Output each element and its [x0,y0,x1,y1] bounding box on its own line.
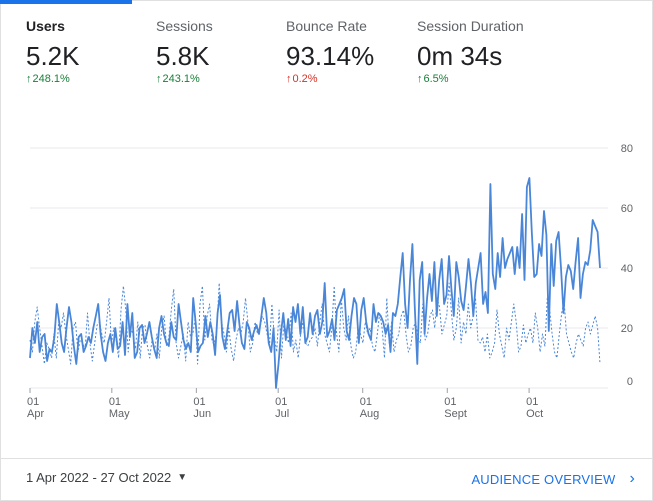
metric-bounce-rate[interactable]: Bounce Rate 93.14% ↑ 0.2% [286,18,416,85]
metric-value: 93.14% [286,41,375,71]
x-tick-month: Sept [444,408,467,420]
metric-change: ↑ 243.1% [156,73,286,85]
metric-label: Bounce Rate [286,18,367,34]
x-tick-day: 01 [27,396,39,408]
y-tick-label: 60 [621,203,633,215]
footer-divider [0,458,653,459]
metric-change-value: 6.5% [423,73,449,85]
audience-overview-link[interactable]: AUDIENCE OVERVIEW › [471,470,635,488]
arrow-up-icon: ↑ [286,73,292,85]
x-tick-month: May [109,408,130,420]
metric-change: ↑ 0.2% [286,73,416,85]
caret-down-icon: ▼ [177,472,188,483]
date-range-label: 1 Apr 2022 - 27 Oct 2022 [26,470,172,485]
y-tick-label: 40 [621,263,633,275]
metric-change: ↑ 248.1% [26,73,156,85]
active-tab-indicator [0,0,132,4]
x-tick-day: 01 [360,396,372,408]
metric-value: 5.2K [26,41,80,71]
y-tick-label: 0 [627,376,633,388]
metrics-row: Users 5.2K ↑ 248.1% Sessions 5.8K ↑ 243.… [0,0,653,110]
x-tick-day: 01 [109,396,121,408]
x-tick-month: Oct [526,408,543,420]
metric-users[interactable]: Users 5.2K ↑ 248.1% [26,18,156,85]
metric-sessions[interactable]: Sessions 5.8K ↑ 243.1% [156,18,286,85]
arrow-up-icon: ↑ [26,73,32,85]
arrow-up-icon: ↑ [156,73,162,85]
metric-change-value: 243.1% [162,73,200,85]
metric-change: ↑ 6.5% [417,73,577,85]
x-tick-day: 01 [444,396,456,408]
metric-label: Session Duration [417,18,524,34]
arrow-up-icon: ↑ [417,73,423,85]
metric-session-duration[interactable]: Session Duration 0m 34s ↑ 6.5% [417,18,577,85]
users-line-chart: 02040608001Apr01May01Jun01Jul01Aug01Sept… [27,143,633,420]
metric-value: 0m 34s [417,41,503,71]
x-tick-day: 01 [193,396,205,408]
x-tick-month: Jun [193,408,211,420]
comparison-series-line [29,282,601,365]
metric-change-value: 248.1% [32,73,70,85]
audience-overview-label: AUDIENCE OVERVIEW [471,471,616,487]
x-tick-month: Jul [275,408,289,420]
x-tick-day: 01 [526,396,538,408]
metric-value: 5.8K [156,41,210,71]
primary-series-line [29,177,601,389]
chevron-right-icon: › [629,470,635,487]
date-range-selector[interactable]: 1 Apr 2022 - 27 Oct 2022 ▼ [26,470,187,485]
y-tick-label: 20 [621,323,633,335]
metric-change-value: 0.2% [292,73,318,85]
y-tick-label: 80 [621,143,633,155]
metric-label: Sessions [156,18,213,34]
x-tick-day: 01 [275,396,287,408]
x-tick-month: Apr [27,408,44,420]
metric-label: Users [26,18,65,34]
x-tick-month: Aug [360,408,380,420]
